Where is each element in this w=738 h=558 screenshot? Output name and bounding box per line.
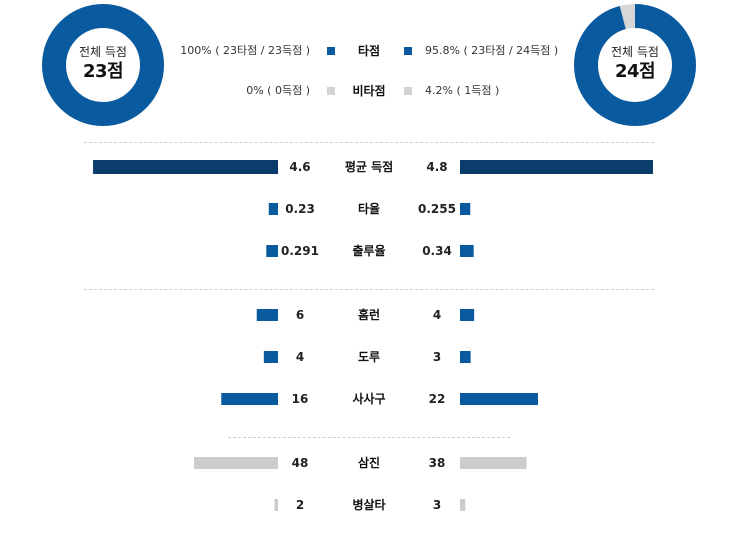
right-bar xyxy=(460,160,653,174)
right-donut-hit-arc xyxy=(574,4,696,126)
right-value-label: 3 xyxy=(433,498,441,512)
category-label: 출루율 xyxy=(352,243,385,258)
right-bar xyxy=(460,393,538,405)
left-value-label: 48 xyxy=(292,456,309,470)
left-total-label: 전체 득점 xyxy=(79,45,127,59)
right-bar xyxy=(460,457,527,469)
right-bar xyxy=(460,309,475,321)
legend-nonhit-right-swatch xyxy=(404,87,412,95)
left-value-label: 0.23 xyxy=(285,202,315,216)
left-value-label: 2 xyxy=(296,498,304,512)
right-bar xyxy=(460,245,474,257)
left-bar xyxy=(221,393,278,405)
category-label: 도루 xyxy=(358,350,380,364)
legend-hit-left-swatch xyxy=(327,47,335,55)
left-total-value: 23점 xyxy=(82,61,124,82)
separator-bottom xyxy=(228,437,510,438)
legend-hit-right-text: 95.8% ( 23타점 / 24득점 ) xyxy=(425,44,559,57)
right-value-label: 22 xyxy=(429,392,446,406)
right-total-value: 24점 xyxy=(614,61,656,82)
left-value-label: 4.6 xyxy=(289,160,310,174)
right-value-label: 4.8 xyxy=(426,160,447,174)
legend-nonhit-right-text: 4.2% ( 1득점 ) xyxy=(425,84,500,97)
category-label: 홈런 xyxy=(358,307,380,322)
separator-middle xyxy=(84,289,654,290)
right-bar xyxy=(460,203,471,215)
left-value-label: 4 xyxy=(296,350,304,364)
right-value-label: 4 xyxy=(433,308,441,322)
right-bar xyxy=(460,499,466,511)
right-value-label: 0.34 xyxy=(422,244,452,258)
right-total-donut: 전체 득점 24점 xyxy=(574,4,696,126)
left-value-label: 0.291 xyxy=(281,244,319,258)
right-value-label: 0.255 xyxy=(418,202,456,216)
right-bar xyxy=(460,351,471,363)
legend-hit-right-swatch xyxy=(404,47,412,55)
legend-nonhit-label: 비타점 xyxy=(352,84,386,98)
left-bar xyxy=(268,203,278,215)
left-bar xyxy=(256,309,278,321)
left-bar xyxy=(194,457,278,469)
legend-row-nonhit: 0% ( 0득점 ) 비타점 4.2% ( 1득점 ) xyxy=(0,82,738,100)
right-value-label: 38 xyxy=(429,456,446,470)
left-total-donut: 전체 득점 23점 xyxy=(42,4,164,126)
legend-nonhit-left-text: 0% ( 0득점 ) xyxy=(246,84,310,97)
left-value-label: 16 xyxy=(292,392,309,406)
left-donut-ring xyxy=(42,4,164,126)
right-total-label: 전체 득점 xyxy=(611,45,659,59)
category-label: 사사구 xyxy=(352,391,385,406)
right-donut-ring xyxy=(574,4,696,126)
separator-top xyxy=(84,142,654,143)
category-label: 병살타 xyxy=(352,497,385,512)
left-bar xyxy=(274,499,278,511)
left-bar xyxy=(263,351,278,363)
right-value-label: 3 xyxy=(433,350,441,364)
category-label: 타율 xyxy=(358,201,380,216)
legend-hit-left-text: 100% ( 23타점 / 23득점 ) xyxy=(180,44,310,57)
left-bar xyxy=(93,160,279,174)
category-label: 삼진 xyxy=(358,455,380,470)
legend-hit-label: 타점 xyxy=(357,44,381,58)
category-label: 평균 득점 xyxy=(345,159,393,174)
left-bar xyxy=(266,245,278,257)
left-donut-hit-arc xyxy=(42,4,164,126)
legend-nonhit-left-swatch xyxy=(327,87,335,95)
left-value-label: 6 xyxy=(296,308,304,322)
legend-row-hit: 100% ( 23타점 / 23득점 ) 타점 95.8% ( 23타점 / 2… xyxy=(0,42,738,60)
